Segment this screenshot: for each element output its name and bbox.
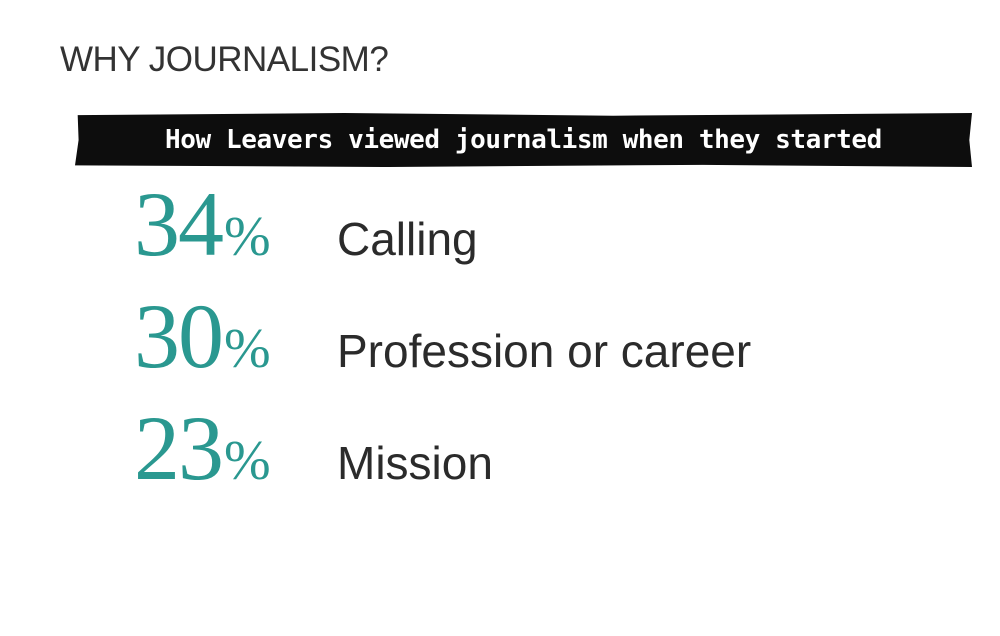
stat-percent-sign: % <box>224 318 271 380</box>
stat-label: Mission <box>337 437 493 489</box>
stat-percent-sign: % <box>224 430 271 492</box>
stat-row: 23% Mission <box>0 402 1000 512</box>
stat-label: Profession or career <box>337 325 752 377</box>
stat-row: 34% Calling <box>0 178 1000 288</box>
stat-label: Calling <box>337 213 478 265</box>
stat-number: 23 <box>134 397 224 499</box>
page-title: WHY JOURNALISM? <box>60 40 389 79</box>
stat-percent-sign: % <box>224 206 271 268</box>
stat-row: 30% Profession or career <box>0 290 1000 400</box>
stat-value: 23% <box>134 402 271 494</box>
stat-number: 30 <box>134 285 224 387</box>
subtitle-banner: How Leavers viewed journalism when they … <box>75 113 972 167</box>
stat-value: 30% <box>134 290 271 382</box>
stat-value: 34% <box>134 178 271 270</box>
stat-number: 34 <box>134 173 224 275</box>
subtitle-text: How Leavers viewed journalism when they … <box>165 125 882 155</box>
